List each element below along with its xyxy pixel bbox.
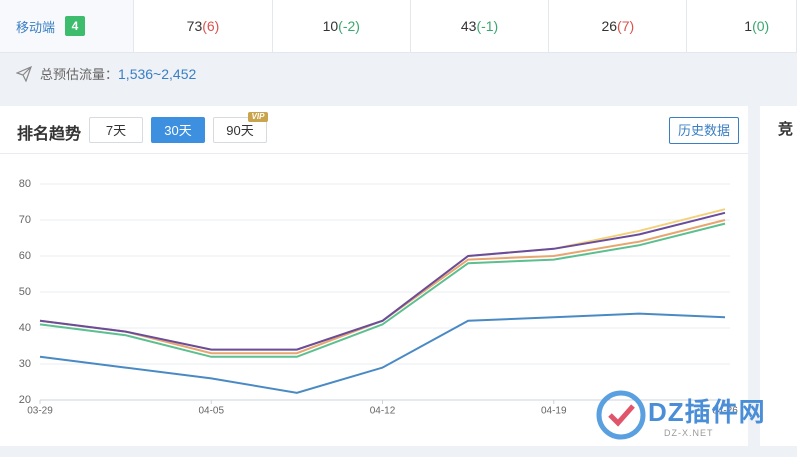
traffic-value: 1,536~2,452 [118, 65, 197, 82]
history-button[interactable]: 历史数据 [669, 117, 739, 144]
cell: 1 (0) [687, 0, 797, 52]
y-tick-label: 20 [19, 394, 31, 406]
badge: 4 [65, 16, 86, 36]
send-icon [16, 65, 32, 82]
row-label-cell: 移动端 4 [0, 0, 135, 52]
x-tick-label: 04-05 [198, 406, 224, 417]
change: (6) [202, 18, 220, 34]
vip-badge: VIP [248, 112, 268, 122]
traffic: 总预估流量： 1,536~2,452 [16, 64, 196, 83]
change: (-1) [476, 18, 499, 34]
tab-active[interactable]: 30天 [151, 117, 205, 143]
top-row: 移动端 4 73 (6) 10 (-2) 43 (-1) 26 (7) 1 (0) [0, 0, 797, 53]
trend-panel: 排名趋势 7天 30天 90天 VIP 历史数据 [0, 106, 748, 446]
series-line [39, 222, 726, 358]
tab[interactable]: 7天 [89, 117, 143, 143]
y-tick-label: 80 [19, 178, 31, 190]
side-panel: 竞 [760, 106, 797, 446]
value: 26 [601, 18, 618, 34]
watermark-logo [596, 390, 646, 440]
change: (7) [617, 18, 635, 34]
watermark-url: DZ-X.NET [664, 428, 714, 438]
x-tick-label: 04-12 [370, 406, 396, 417]
watermark-title: DZ插件网 [648, 397, 766, 427]
y-tick-label: 40 [19, 322, 31, 334]
change: (-2) [338, 18, 360, 34]
y-tick-label: 70 [19, 214, 31, 226]
series-line [39, 211, 726, 351]
value: 43 [460, 18, 477, 34]
row-label: 移动端 [16, 19, 56, 35]
y-tick-label: 30 [19, 358, 31, 370]
value: 1 [744, 18, 753, 34]
chart: 20 30 40 50 60 70 80 03-29 04-05 04-12 04-19 04-26 [19, 178, 738, 417]
series-line [39, 312, 726, 394]
watermark: DZ插件网 DZ-X.NET [596, 388, 786, 444]
traffic-label: 总预估流量： [40, 67, 119, 82]
change: (0) [752, 18, 770, 34]
cell: 10 (-2) [273, 0, 411, 52]
x-tick-label: 04-26 [712, 406, 738, 417]
value: 10 [322, 18, 339, 34]
x-tick-label: 03-29 [27, 406, 53, 417]
y-tick-label: 50 [19, 286, 31, 298]
value: 73 [186, 18, 203, 34]
x-tick-label: 04-19 [541, 406, 567, 417]
cell: 26 (7) [549, 0, 688, 52]
cell: 73 (6) [134, 0, 273, 52]
cell: 43 (-1) [411, 0, 550, 52]
panel-title: 排名趋势 [17, 126, 82, 143]
y-tick-label: 60 [19, 250, 31, 262]
side-title: 竞 [778, 121, 794, 138]
separator [0, 153, 748, 154]
series-line [39, 208, 726, 351]
series-line [39, 219, 726, 355]
